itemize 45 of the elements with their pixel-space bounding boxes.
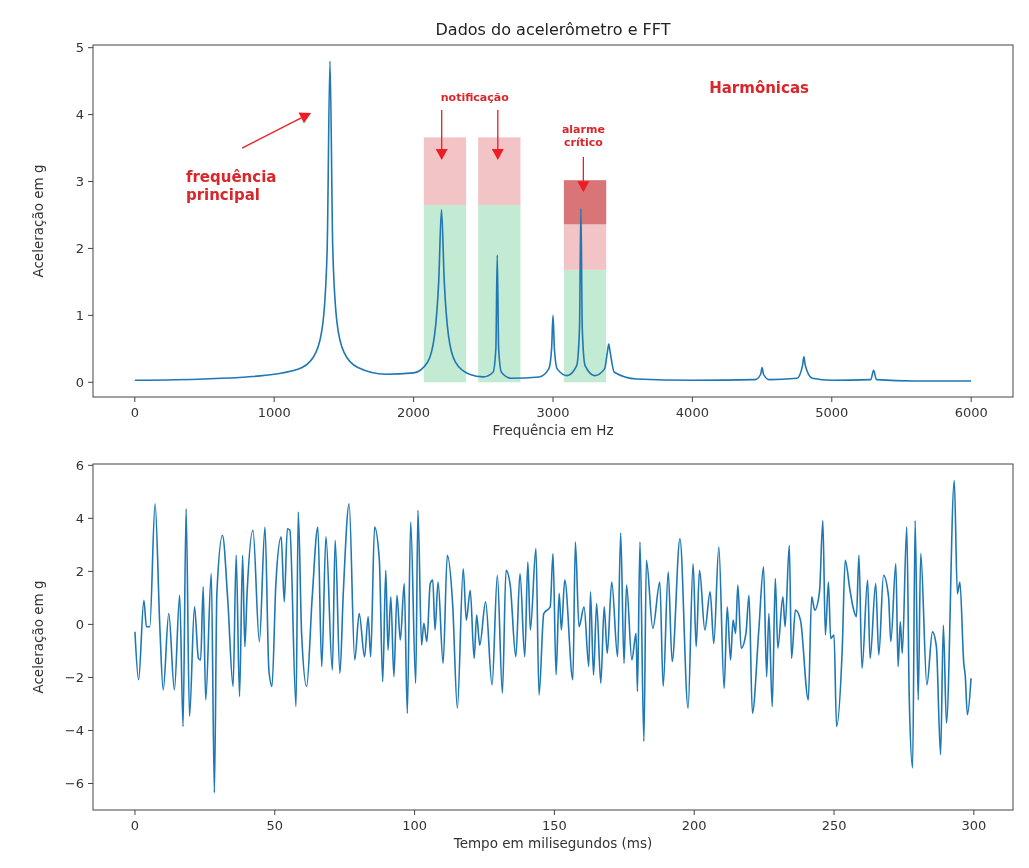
y-tick-label: −6	[64, 776, 84, 792]
annotation: notificação	[440, 90, 510, 104]
x-tick-label: 2000	[397, 405, 431, 420]
x-tick-label: 0	[130, 818, 140, 833]
y-tick-label: −2	[64, 669, 84, 685]
x-tick-label: 6000	[954, 405, 988, 420]
y-tick-label: −4	[64, 723, 84, 739]
bar	[563, 180, 607, 225]
bar	[563, 269, 607, 383]
x-axis-title: Frequência em Hz	[492, 422, 614, 438]
x-tick-label: 100	[402, 818, 427, 833]
x-tick-label: 0	[130, 405, 139, 420]
x-tick-label: 250	[821, 818, 847, 833]
y-tick-label: 2	[75, 563, 84, 579]
y-tick-label: 4	[75, 107, 84, 123]
y-tick-label: 5	[75, 40, 84, 56]
x-tick-label: 3000	[536, 405, 570, 420]
annotation: frequência principal	[185, 167, 277, 204]
bar	[478, 137, 521, 205]
y-tick-label: 1	[75, 307, 84, 323]
y-axis-title: Aceleração em g	[30, 164, 46, 278]
annotation: alarme crítico	[561, 123, 605, 150]
chart-title: Dados do acelerômetro e FFT	[435, 20, 671, 39]
y-tick-label: 6	[75, 457, 84, 473]
line-series	[134, 479, 972, 794]
y-tick-label: 0	[75, 616, 84, 632]
bar	[478, 204, 521, 383]
y-tick-label: 2	[75, 240, 84, 256]
bar	[423, 204, 467, 383]
x-tick-label: 200	[681, 818, 707, 833]
y-tick-label: 3	[75, 174, 84, 190]
x-tick-label: 50	[266, 818, 284, 833]
annotation: Harmônicas	[709, 78, 810, 97]
y-axis-title: Aceleração em g	[30, 580, 46, 694]
bar	[563, 224, 607, 270]
line-series	[134, 60, 972, 382]
x-tick-label: 1000	[257, 405, 291, 420]
x-tick-label: 300	[961, 818, 987, 833]
x-axis-title: Tempo em milisegundos (ms)	[452, 835, 653, 851]
x-tick-label: 4000	[675, 405, 709, 420]
x-tick-label: 150	[541, 818, 567, 833]
y-tick-label: 0	[75, 374, 84, 390]
y-tick-label: 4	[75, 510, 84, 526]
bar	[423, 137, 467, 205]
x-tick-label: 5000	[815, 405, 849, 420]
